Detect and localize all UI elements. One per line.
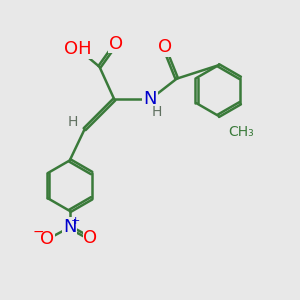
Text: O: O: [83, 229, 98, 247]
Text: H: H: [68, 115, 78, 129]
Text: H: H: [152, 105, 162, 119]
Text: OH: OH: [64, 40, 92, 58]
Text: N: N: [63, 218, 76, 236]
Text: O: O: [40, 230, 55, 248]
Text: CH₃: CH₃: [228, 125, 254, 139]
Text: O: O: [109, 34, 123, 52]
Text: −: −: [32, 225, 44, 239]
Text: +: +: [70, 216, 80, 226]
Text: O: O: [158, 38, 172, 56]
Text: N: N: [143, 91, 157, 109]
